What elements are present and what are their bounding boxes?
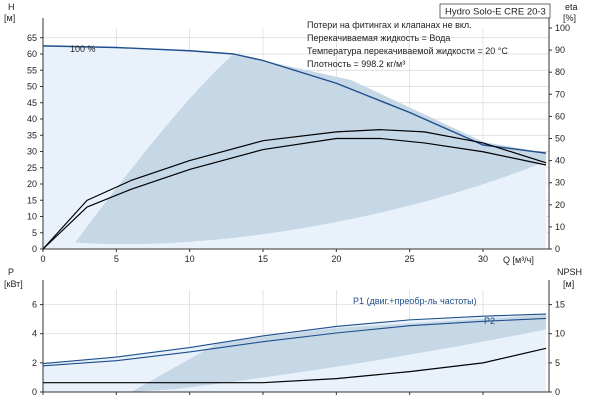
x-tick-label: 20 — [331, 254, 341, 264]
right-tick-label: 15 — [555, 300, 565, 310]
head-efficiency-panel: 0510152025303540455055606501020304050607… — [27, 18, 570, 264]
series-line — [42, 129, 547, 250]
left-tick-label: 10 — [27, 212, 37, 222]
x-tick-label: 25 — [405, 254, 415, 264]
note-line: Плотность = 998.2 кг/м³ — [307, 59, 405, 69]
right-tick-label: 10 — [555, 329, 565, 339]
left-tick-label: 0 — [32, 387, 37, 397]
series-line — [42, 45, 547, 154]
left-tick-label: 25 — [27, 163, 37, 173]
note-line: Температура перекачиваемой жидкости = 20… — [307, 46, 508, 56]
right-tick-label: 80 — [555, 67, 565, 77]
right-tick-label: 40 — [555, 156, 565, 166]
operating-area-dark — [75, 54, 547, 245]
note-line: Перекачиваемая жидкость = Вода — [307, 33, 450, 43]
x-tick-label: 15 — [258, 254, 268, 264]
p2-series-label: P2 — [484, 316, 495, 326]
left-tick-label: 15 — [27, 195, 37, 205]
npsh-axis-title: NPSH — [557, 267, 582, 277]
npsh-axis-unit: [м] — [563, 279, 574, 289]
p-axis-title: P — [8, 267, 14, 277]
right-tick-label: 10 — [555, 222, 565, 232]
product-label-box: Hydro Solo-E CRE 20-3 — [439, 3, 551, 19]
left-tick-label: 6 — [32, 300, 37, 310]
x-axis-label: Q [м³/ч] — [503, 255, 534, 265]
x-tick-label: 30 — [478, 254, 488, 264]
left-tick-label: 2 — [32, 358, 37, 368]
series-line — [43, 347, 547, 384]
left-tick-label: 35 — [27, 130, 37, 140]
left-tick-label: 40 — [27, 114, 37, 124]
right-tick-label: 60 — [555, 111, 565, 121]
left-tick-label: 30 — [27, 147, 37, 157]
right-tick-label: 50 — [555, 134, 565, 144]
right-tick-label: 70 — [555, 89, 565, 99]
left-tick-label: 45 — [27, 98, 37, 108]
speed-100-label: 100 % — [70, 44, 96, 54]
right-tick-label: 100 — [555, 23, 570, 33]
operating-area-dark — [131, 314, 547, 392]
left-tick-label: 0 — [32, 244, 37, 254]
p-axis-unit: [кВт] — [4, 279, 23, 289]
right-tick-label: 20 — [555, 200, 565, 210]
right-tick-label: 0 — [555, 387, 560, 397]
series-line — [42, 313, 547, 365]
left-tick-label: 60 — [27, 49, 37, 59]
right-tick-label: 90 — [555, 45, 565, 55]
series-line — [42, 317, 547, 367]
right-tick-label: 0 — [555, 244, 560, 254]
product-label: Hydro Solo-E CRE 20-3 — [445, 7, 546, 18]
x-tick-label: 0 — [40, 254, 45, 264]
p1-series-label: P1 (двиг.+преобр-ль частоты) — [353, 296, 477, 306]
left-tick-label: 5 — [32, 228, 37, 238]
left-tick-label: 65 — [27, 33, 37, 43]
series-line — [42, 137, 547, 250]
right-tick-label: 30 — [555, 178, 565, 188]
right-axis-title: eta — [565, 2, 578, 12]
left-tick-label: 50 — [27, 82, 37, 92]
notes-block: Потери на фитингах и клапанах не вкл. Пе… — [307, 20, 508, 69]
left-axis-title: H — [8, 2, 15, 12]
power-npsh-panel: 0 2 4 6 0 5 10 15 — [32, 280, 565, 397]
note-line: Потери на фитингах и клапанах не вкл. — [307, 20, 472, 30]
left-tick-label: 20 — [27, 179, 37, 189]
x-tick-label: 10 — [185, 254, 195, 264]
right-tick-label: 5 — [555, 358, 560, 368]
right-axis-unit: [%] — [563, 13, 576, 23]
left-tick-label: 4 — [32, 329, 37, 339]
left-tick-label: 55 — [27, 65, 37, 75]
x-tick-label: 5 — [114, 254, 119, 264]
left-axis-unit: [м] — [4, 13, 15, 23]
